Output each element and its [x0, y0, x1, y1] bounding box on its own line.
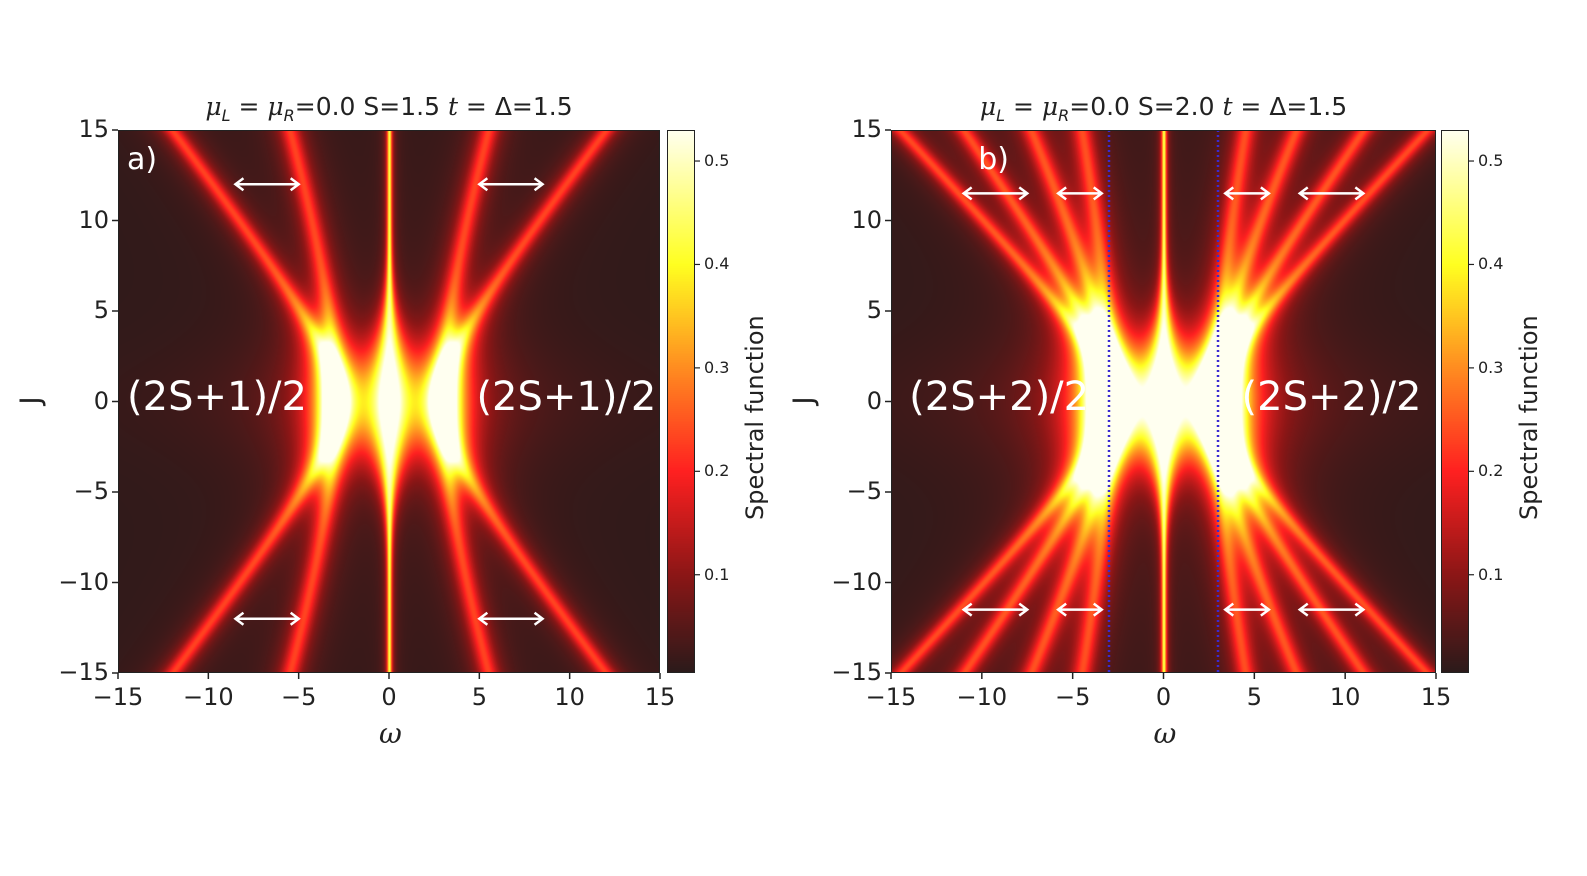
- x-tick-label: 5: [471, 683, 487, 711]
- x-axis-label: ω: [379, 717, 402, 750]
- title-text: = Δ=1.5: [1232, 92, 1348, 121]
- y-tick-label: 15: [78, 115, 109, 143]
- x-tick-label: −15: [865, 683, 917, 711]
- heatmap-b: [891, 130, 1436, 673]
- x-tick-label: 15: [1420, 683, 1452, 711]
- subscript-L: L: [996, 106, 1006, 125]
- subscript-R: R: [1058, 106, 1070, 125]
- colorbar-tick-label: 0.1: [1478, 564, 1504, 584]
- colorbar-frame: [1441, 130, 1469, 673]
- degeneracy-label: (2S+2)/2: [1241, 373, 1422, 420]
- t-symbol: t: [447, 92, 458, 121]
- colorbar-tick-label: 0.4: [704, 254, 730, 274]
- x-tick-label: 5: [1246, 683, 1262, 711]
- y-tick-label: 0: [866, 386, 882, 415]
- y-axis-label: J: [786, 395, 820, 405]
- y-tick-label: −10: [831, 567, 882, 596]
- y-tick-label: −15: [58, 658, 109, 686]
- colorbar: [1441, 130, 1469, 673]
- y-tick-label: −5: [73, 477, 109, 505]
- subscript-R: R: [283, 106, 295, 125]
- y-tick-label: 5: [93, 296, 109, 324]
- colorbar-tick-label: 0.4: [1478, 254, 1504, 274]
- mu-symbol: μ: [205, 92, 222, 121]
- y-tick-label: 5: [866, 296, 882, 324]
- mu-symbol: μ: [979, 92, 997, 121]
- colorbar-tick-label: 0.3: [704, 357, 730, 377]
- colorbar-tick-label: 0.5: [704, 151, 730, 171]
- title-text: = Δ=1.5: [457, 92, 573, 121]
- x-tick-label: 15: [644, 683, 676, 711]
- colorbar-tick-label: 0.1: [704, 564, 730, 584]
- x-tick-label: −15: [92, 683, 144, 711]
- axes-frame: [118, 130, 660, 673]
- x-tick-label: −5: [1054, 683, 1091, 711]
- mu-symbol: μ: [1041, 92, 1059, 121]
- degeneracy-label: (2S+1)/2: [476, 373, 657, 420]
- colorbar-tick-label: 0.5: [1478, 151, 1504, 171]
- axes-frame: [891, 130, 1436, 673]
- y-tick-label: 0: [93, 386, 109, 415]
- y-tick-label: −15: [831, 658, 882, 686]
- colorbar: [667, 130, 695, 673]
- colorbar-tick-label: 0.3: [1478, 357, 1504, 377]
- t-symbol: t: [1222, 92, 1233, 121]
- y-axis-label: J: [13, 395, 47, 405]
- subscript-L: L: [221, 106, 231, 125]
- x-tick-label: 10: [554, 683, 585, 711]
- y-tick-label: 10: [851, 205, 882, 234]
- title-text: =: [230, 92, 268, 121]
- y-tick-label: −5: [846, 477, 882, 505]
- x-tick-label: 0: [381, 683, 397, 711]
- x-tick-label: −10: [956, 683, 1008, 711]
- x-tick-label: −5: [280, 683, 317, 711]
- colorbar-tick-label: 0.2: [1478, 461, 1504, 481]
- title-text: =0.0 S=2.0: [1069, 92, 1223, 121]
- chart-title: μL = μR=0.0 S=2.0 t = Δ=1.5: [980, 92, 1347, 125]
- colorbar-frame: [667, 130, 695, 673]
- colorbar-tick-label: 0.2: [704, 461, 730, 481]
- title-text: =: [1005, 92, 1042, 121]
- y-tick-label: −10: [58, 567, 109, 596]
- degeneracy-label: (2S+1)/2: [127, 373, 307, 420]
- chart-title: μL = μR=0.0 S=1.5 t = Δ=1.5: [205, 92, 572, 125]
- y-tick-label: 10: [78, 205, 109, 234]
- panel-label: b): [978, 142, 1009, 177]
- colorbar-label: Spectral function: [1515, 314, 1543, 520]
- heatmap-a: [118, 130, 660, 673]
- x-axis-label: ω: [1153, 717, 1177, 750]
- mu-symbol: μ: [267, 92, 284, 121]
- panel-label: a): [127, 142, 158, 177]
- x-tick-label: 10: [1329, 683, 1361, 711]
- title-text: =0.0 S=1.5: [294, 92, 448, 121]
- degeneracy-label: (2S+2)/2: [909, 373, 1090, 420]
- x-tick-label: 0: [1155, 683, 1172, 711]
- colorbar-label: Spectral function: [741, 314, 769, 520]
- y-tick-label: 15: [851, 115, 882, 143]
- x-tick-label: −10: [183, 683, 234, 711]
